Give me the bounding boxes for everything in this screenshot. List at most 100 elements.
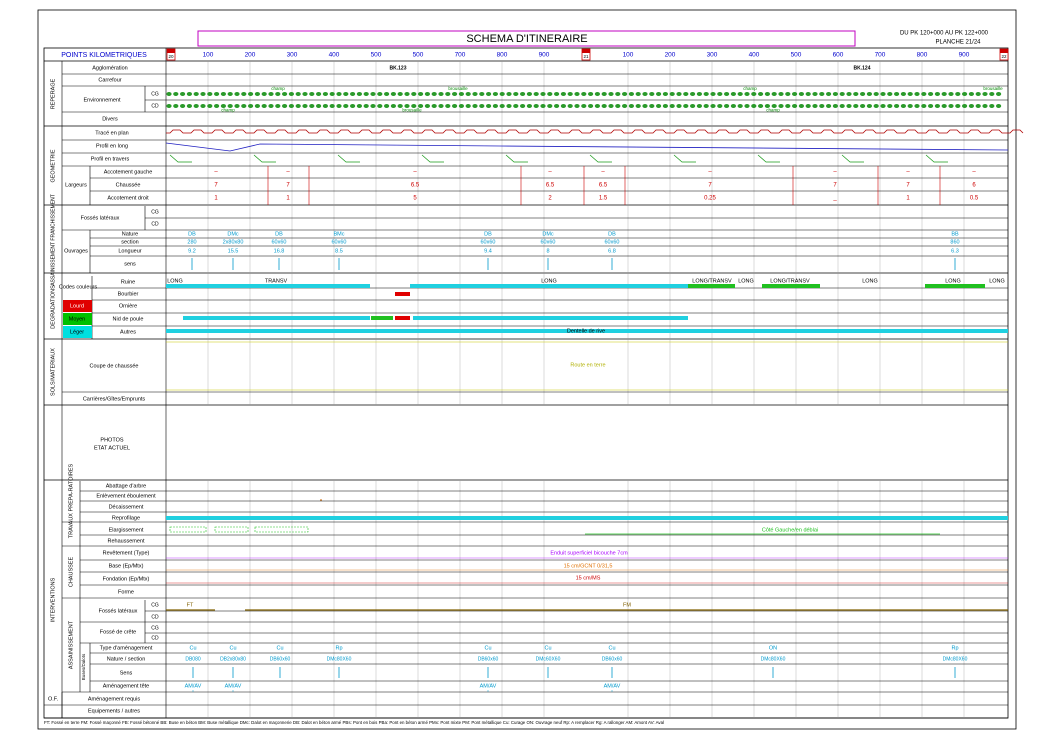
- degradation-bar: [925, 284, 985, 288]
- vegetation: [948, 104, 954, 108]
- label: DMc60X60: [536, 656, 561, 662]
- label: AM/AV: [604, 683, 621, 689]
- row-label: Ouvrages: [64, 248, 88, 254]
- vegetation: [533, 92, 539, 96]
- row-label: Longueur: [118, 248, 141, 254]
- vegetation: [968, 92, 975, 96]
- row-label: Ruine: [121, 279, 135, 285]
- vegetation: [404, 92, 410, 96]
- label: –: [708, 170, 712, 176]
- vegetation: [839, 104, 845, 108]
- degradation-bar: [688, 284, 735, 288]
- vegetation: [200, 92, 206, 96]
- vegetation: [336, 104, 342, 108]
- label: LONG: [541, 278, 557, 284]
- label: AM/AV: [185, 683, 202, 689]
- vegetation: [350, 104, 356, 108]
- vegetation: [758, 104, 764, 108]
- vegetation: [438, 104, 444, 108]
- vegetation: [370, 92, 376, 96]
- degradation-bar: [183, 316, 370, 320]
- row-label: Tracé en plan: [95, 130, 128, 136]
- row-label: Nature / section: [107, 656, 146, 662]
- vegetation: [472, 92, 478, 96]
- vegetation: [275, 104, 281, 108]
- row-label: Fondation (Ep/Mtx): [103, 576, 150, 582]
- vegetation: [601, 104, 607, 108]
- vegetation: [649, 92, 655, 96]
- profil-travers: [253, 154, 276, 163]
- km-tick: 500: [371, 52, 382, 59]
- vegetation: [798, 104, 805, 108]
- vegetation: [771, 104, 777, 108]
- row-label: ETAT ACTUEL: [94, 445, 130, 451]
- section-label: Buses/Dalots: [81, 653, 86, 680]
- outer-frame: [37, 9, 1017, 730]
- label: –: [972, 170, 976, 176]
- vegetation: [635, 104, 641, 108]
- row-label: Agglomération: [92, 65, 127, 71]
- vegetation: [696, 92, 703, 96]
- row-label: Coupe de chaussée: [90, 363, 139, 369]
- km-marker-top: [582, 49, 590, 53]
- vegetation: [567, 104, 573, 108]
- vegetation: [268, 104, 274, 108]
- vegetation: [554, 104, 560, 108]
- label: champ: [271, 86, 285, 91]
- label: 60x60: [605, 239, 620, 245]
- vegetation: [669, 104, 675, 108]
- vegetation: [683, 92, 689, 96]
- row-label: Codes couleurs: [59, 284, 97, 290]
- label: BK.124: [854, 65, 871, 71]
- row-label: PHOTOS: [100, 437, 123, 443]
- label: AM/AV: [225, 683, 242, 689]
- vegetation: [397, 92, 403, 96]
- label: Dentelle de rive: [567, 328, 605, 334]
- vegetation: [696, 104, 703, 108]
- profil-travers: [673, 154, 696, 163]
- vegetation: [622, 104, 628, 108]
- vegetation: [261, 104, 267, 108]
- vegetation: [526, 92, 533, 96]
- vegetation: [635, 92, 641, 96]
- vegetation: [540, 104, 546, 108]
- vegetation: [819, 104, 825, 108]
- label: DMc80X60: [943, 656, 968, 662]
- profil-long: [165, 142, 1009, 152]
- row-label: Elargissement: [109, 527, 144, 533]
- row-label: Nid de poule: [113, 316, 144, 322]
- vegetation: [934, 92, 941, 96]
- degradation-bar: [410, 284, 688, 288]
- label: –: [906, 170, 910, 176]
- row-label: Base (Ep/Mtx): [109, 563, 144, 569]
- label: 0.5: [970, 196, 979, 202]
- degradation-bar: [395, 292, 410, 296]
- label: 860: [950, 239, 959, 245]
- vegetation: [785, 104, 791, 108]
- vegetation: [832, 104, 839, 108]
- vegetation: [792, 92, 798, 96]
- label: BK.123: [390, 65, 407, 71]
- km-tick: 400: [329, 52, 340, 59]
- label: CG: [151, 91, 159, 97]
- vegetation: [751, 104, 757, 108]
- label: CG: [151, 209, 159, 215]
- label: 6.5: [546, 183, 555, 189]
- vegetation: [615, 104, 621, 108]
- km-tick: 500: [791, 52, 802, 59]
- label: Route en terre: [570, 362, 605, 368]
- label: Enduit superficiel bicouche 7cm: [550, 550, 628, 556]
- vegetation: [180, 92, 186, 96]
- section-label: CHAUSSEE: [68, 557, 74, 588]
- vegetation: [860, 104, 866, 108]
- vegetation: [581, 92, 587, 96]
- label: 16.8: [274, 248, 285, 254]
- vegetation: [486, 92, 492, 96]
- label: Cu: [544, 645, 551, 651]
- vegetation: [812, 104, 818, 108]
- label: CG: [151, 602, 159, 608]
- vegetation: [873, 92, 879, 96]
- vegetation: [438, 92, 444, 96]
- vegetation: [193, 104, 199, 108]
- vegetation: [309, 92, 315, 96]
